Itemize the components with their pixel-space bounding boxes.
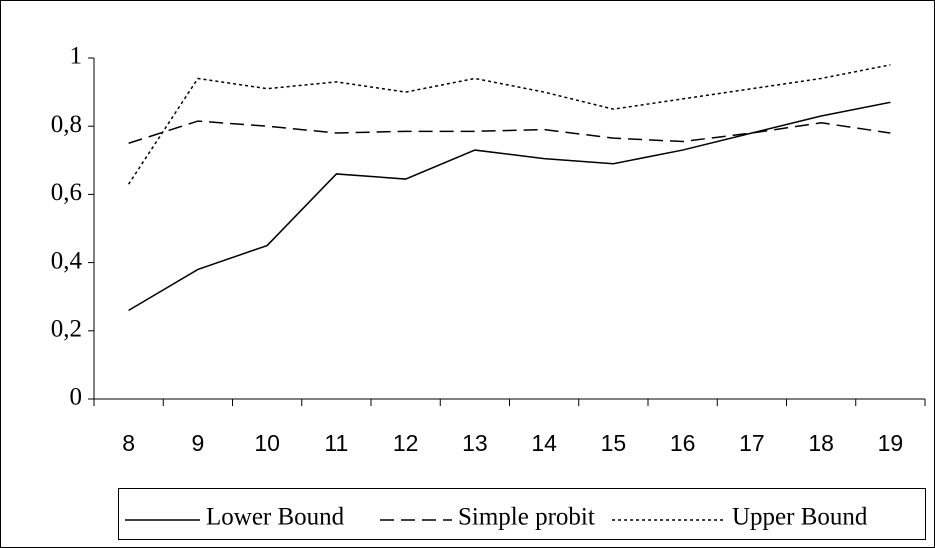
x-tick-label: 15 [601,430,627,456]
x-tick-label: 12 [393,430,419,456]
x-tick-label: 8 [122,430,135,456]
x-tick-label: 17 [739,430,765,456]
x-tick-label: 18 [808,430,834,456]
legend-box [118,488,926,540]
series-line [128,120,891,144]
y-tick-label: 0,6 [51,179,82,206]
legend-label: Simple probit [458,504,595,531]
series-line [128,101,891,311]
x-tick-label: 9 [191,430,204,456]
y-tick-label: 0,2 [51,316,82,343]
x-tick-label: 19 [878,430,904,456]
x-tick-label: 14 [531,430,557,456]
x-tick-label: 13 [462,430,488,456]
y-tick-label: 1 [70,43,83,70]
x-tick-label: 10 [254,430,280,456]
y-tick-label: 0,8 [51,111,82,138]
y-tick-label: 0,4 [51,247,83,274]
x-tick-label: 11 [324,430,348,456]
legend-label: Lower Bound [206,504,345,531]
y-tick-label: 0 [70,384,83,411]
x-tick-label: 16 [670,430,696,456]
legend-label: Upper Bound [732,504,868,531]
